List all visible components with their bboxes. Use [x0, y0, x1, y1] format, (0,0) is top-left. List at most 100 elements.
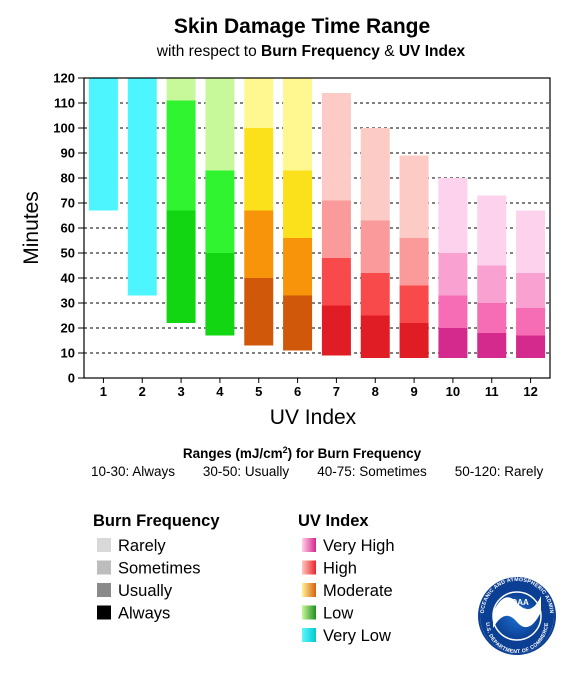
- bar-segment: [477, 265, 507, 303]
- bar-uv-6: [283, 78, 313, 351]
- bar-segment: [88, 78, 118, 211]
- legend-uv-swatch: [302, 583, 316, 597]
- seal-noaa-text: NOAA: [505, 598, 529, 607]
- range-usually: 30-50: Usually: [203, 464, 290, 479]
- legend-burn-title: Burn Frequency: [93, 512, 220, 530]
- bar-segment: [127, 128, 157, 296]
- legend-uv-label: High: [323, 560, 357, 578]
- y-tick-label: 10: [61, 346, 75, 361]
- legend-uv-swatch: [302, 538, 316, 552]
- ranges-list: 10-30: Always 30-50: Usually 40-75: Some…: [91, 464, 544, 479]
- bar-uv-10: [438, 178, 468, 358]
- legend-burn-swatch: [97, 583, 111, 597]
- bar-segment: [166, 78, 196, 101]
- bar-segment: [360, 220, 390, 273]
- bar-segment: [244, 278, 274, 346]
- bar-segment: [283, 238, 313, 296]
- y-tick-label: 90: [61, 146, 75, 161]
- bar-segment: [516, 210, 546, 273]
- bar-segment: [166, 100, 196, 211]
- legend-uv-label: Very Low: [323, 627, 391, 645]
- bar-segment: [477, 195, 507, 266]
- ranges-title-suffix: ) for Burn Frequency: [288, 446, 422, 461]
- bar-uv-5: [244, 78, 274, 346]
- y-tick-label: 80: [61, 171, 75, 186]
- bar-segment: [127, 78, 157, 128]
- bar-segment: [205, 78, 235, 171]
- y-tick-label: 30: [61, 296, 75, 311]
- legend-uv-title: UV Index: [298, 512, 369, 530]
- bar-segment: [283, 170, 313, 238]
- bar-segment: [321, 93, 351, 201]
- x-tick-label: 1: [100, 384, 107, 399]
- y-tick-label: 40: [61, 271, 75, 286]
- x-tick-label: 2: [139, 384, 146, 399]
- bar-segment: [283, 295, 313, 351]
- x-tick-label: 7: [333, 384, 340, 399]
- bar-segment: [166, 210, 196, 323]
- x-tick-label: 3: [177, 384, 184, 399]
- subtitle-term-burn: Burn Frequency: [261, 43, 380, 60]
- bar-uv-8: [360, 128, 390, 358]
- legend-burn-label: Sometimes: [118, 560, 201, 578]
- x-tick-label: 9: [410, 384, 417, 399]
- bar-segment: [360, 315, 390, 358]
- x-tick-label: 11: [485, 384, 499, 399]
- legend-burn-label: Always: [118, 605, 170, 623]
- x-tick-label: 5: [255, 384, 262, 399]
- range-rarely: 50-120: Rarely: [455, 464, 544, 479]
- y-axis-title: Minutes: [20, 191, 43, 265]
- bar-segment: [360, 128, 390, 221]
- bar-segment: [399, 238, 429, 286]
- ranges-title: Ranges (mJ/cm2) for Burn Frequency: [183, 445, 422, 461]
- bar-segment: [205, 253, 235, 336]
- y-tick-label: 110: [54, 96, 75, 111]
- bar-segment: [438, 253, 468, 296]
- ranges-title-sup: 2: [283, 445, 288, 455]
- legend-uv-swatch: [302, 560, 316, 575]
- bar-segment: [321, 258, 351, 306]
- bar-segment: [244, 128, 274, 211]
- bar-segment: [399, 285, 429, 323]
- bar-segment: [516, 335, 546, 358]
- y-axis-ticks: 0 10 20 30 40 50 60 70 80 90 100 110 120: [53, 71, 84, 386]
- seal-top-text: NATIONAL OCEANIC AND ATMOSPHERIC ADMINIS…: [0, 0, 554, 614]
- subtitle-joiner: &: [380, 43, 399, 60]
- y-tick-label: 60: [61, 221, 75, 236]
- bar-segment: [516, 308, 546, 336]
- range-sometimes: 40-75: Sometimes: [317, 464, 427, 479]
- x-tick-label: 12: [523, 384, 537, 399]
- x-axis-ticks: 1 2 3 4 5 6 7 8 9 10 11 12: [100, 378, 538, 399]
- seagull-icon: [493, 596, 541, 628]
- bar-segment: [399, 323, 429, 358]
- y-tick-label: 120: [53, 71, 75, 86]
- legend-uv-label: Moderate: [323, 582, 393, 600]
- y-tick-label: 100: [53, 121, 75, 136]
- bar-segment: [244, 210, 274, 278]
- x-tick-label: 8: [372, 384, 379, 399]
- bar-segment: [438, 295, 468, 328]
- bar-uv-9: [399, 155, 429, 358]
- legend-burn-frequency: Burn Frequency Rarely Sometimes Usually Alw…: [93, 512, 220, 623]
- bars-group: [88, 78, 546, 358]
- legend-burn-label: Usually: [118, 582, 173, 600]
- bar-segment: [205, 170, 235, 253]
- bar-segment: [321, 305, 351, 356]
- y-tick-label: 50: [61, 246, 75, 261]
- legend-burn-label: Rarely: [118, 537, 166, 555]
- x-axis-title: UV Index: [270, 406, 357, 429]
- bar-segment: [438, 178, 468, 253]
- legend-uv-index: UV Index Very High High Moderate Low Very Lo…: [298, 512, 395, 645]
- bar-segment: [477, 303, 507, 333]
- bar-segment: [399, 155, 429, 238]
- y-tick-label: 0: [68, 371, 75, 386]
- legend-burn-swatch: [97, 605, 111, 620]
- chart-title: Skin Damage Time Range: [174, 15, 430, 38]
- ranges-title-prefix: Ranges (mJ/cm: [183, 446, 283, 461]
- y-tick-label: 70: [61, 196, 75, 211]
- bar-segment: [360, 273, 390, 316]
- subtitle-term-uv: UV Index: [399, 43, 466, 60]
- bar-segment: [438, 328, 468, 358]
- seal-top-path: NATIONAL OCEANIC AND ATMOSPHERIC ADMINIS…: [0, 0, 554, 614]
